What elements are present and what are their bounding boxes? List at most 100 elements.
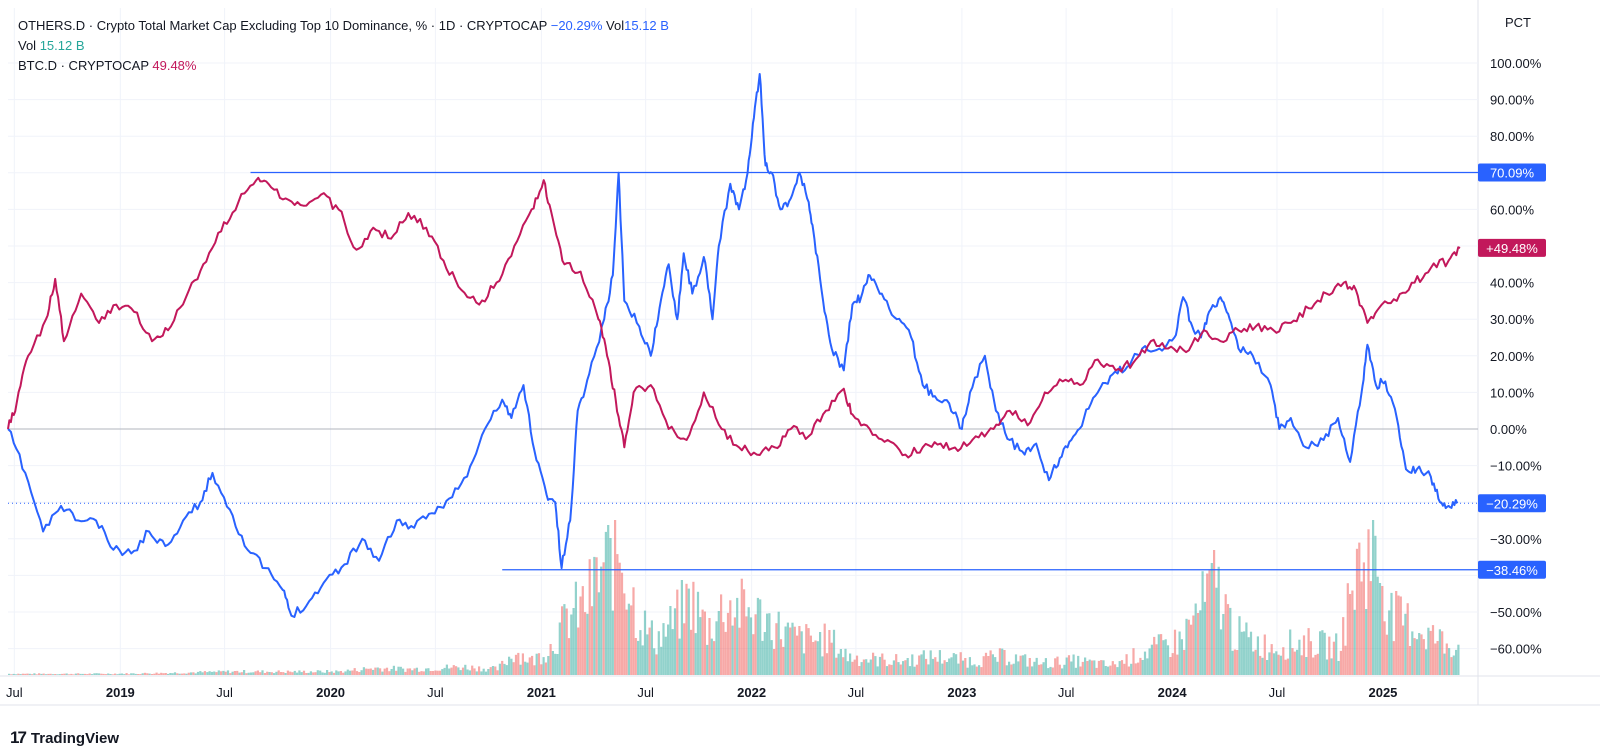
volume-bar	[35, 674, 38, 675]
volume-bar	[208, 671, 211, 675]
volume-bar	[1436, 641, 1439, 675]
volume-bar	[397, 666, 400, 675]
legend-row-volume[interactable]: Vol 15.12 B	[18, 36, 669, 56]
volume-bar	[289, 671, 292, 675]
volume-bar	[353, 668, 356, 675]
volume-bar	[650, 620, 653, 675]
volume-bar	[731, 625, 734, 675]
volume-bar	[1162, 640, 1165, 675]
volume-bar	[549, 644, 552, 675]
volume-bar	[180, 673, 183, 675]
y-tick-label: 30.00%	[1490, 312, 1535, 327]
volume-bar	[190, 672, 193, 675]
volume-bar	[777, 611, 780, 675]
volume-bar	[745, 616, 748, 675]
volume-bar	[1063, 664, 1066, 675]
volume-bar	[902, 661, 905, 675]
volume-bar	[17, 673, 20, 675]
volume-bar	[664, 636, 667, 675]
volume-bar	[210, 671, 213, 675]
volume-bar	[694, 633, 697, 675]
volume-bar	[349, 670, 352, 675]
volume-bar	[14, 674, 18, 675]
volume-bar	[1378, 583, 1382, 675]
volume-bar	[33, 673, 36, 675]
volume-bar	[685, 583, 688, 675]
volume-bar	[1346, 583, 1349, 675]
volume-bar	[911, 654, 914, 675]
volume-bar	[1298, 639, 1301, 675]
volume-bar	[1404, 613, 1407, 675]
volume-bar	[114, 673, 117, 675]
volume-bar	[464, 664, 467, 675]
volume-bar	[1418, 633, 1421, 675]
volume-bar	[775, 623, 778, 675]
volume-bar	[56, 674, 59, 675]
volume-bar	[708, 618, 711, 675]
volume-bar	[558, 622, 561, 675]
series-line-others-d[interactable]	[7, 73, 1459, 618]
y-tick-label: −50.00%	[1490, 605, 1542, 620]
volume-bar	[1150, 644, 1153, 675]
volume-bar	[726, 612, 730, 675]
volume-bar	[153, 673, 156, 675]
volume-bar	[1208, 570, 1211, 675]
volume-bar	[692, 581, 695, 675]
volume-bar	[802, 653, 806, 675]
volume-bar	[584, 612, 587, 675]
volume-bar	[888, 664, 891, 675]
volume-bar	[1194, 603, 1197, 675]
volume-bar	[38, 673, 41, 675]
volume-bar	[102, 673, 105, 675]
series-line-btc-d[interactable]	[7, 176, 1461, 459]
volume-bar	[1051, 667, 1054, 675]
volume-bar	[61, 673, 64, 675]
volume-bar	[609, 538, 612, 675]
tradingview-branding[interactable]: 17 TradingView	[10, 728, 119, 748]
volume-bar	[1275, 651, 1278, 675]
volume-bar	[1148, 648, 1151, 675]
volume-bar	[738, 627, 741, 675]
legend-row-main[interactable]: OTHERS.D · Crypto Total Market Cap Exclu…	[18, 16, 669, 36]
volume-bar	[899, 664, 902, 675]
volume-bar	[448, 668, 451, 675]
volume-bar	[851, 661, 854, 675]
volume-bar	[1171, 653, 1174, 675]
volume-bar	[867, 662, 870, 675]
volume-bar	[402, 668, 405, 675]
volume-bar	[752, 634, 755, 675]
volume-bar	[1408, 646, 1412, 675]
volume-bar	[984, 652, 988, 675]
legend-row-btc[interactable]: BTC.D · CRYPTOCAP 49.48%	[18, 56, 669, 76]
volume-bar	[1137, 662, 1140, 675]
volume-bar	[473, 668, 476, 675]
volume-bar	[1256, 636, 1259, 675]
volume-bar	[1166, 645, 1170, 675]
volume-bar	[67, 674, 71, 675]
volume-bar	[671, 629, 674, 675]
volume-bar	[351, 670, 354, 675]
scale-mode-pct[interactable]: PCT	[1505, 15, 1531, 30]
volume-bar	[839, 649, 842, 675]
volume-bar	[125, 673, 128, 675]
volume-bar	[309, 671, 312, 675]
volume-bar	[1427, 627, 1430, 675]
volume-bar	[1008, 661, 1011, 675]
volume-bar	[1160, 634, 1163, 675]
tradingview-name: TradingView	[30, 729, 120, 747]
volume-bar	[457, 667, 460, 675]
volume-bar	[1289, 629, 1292, 675]
volume-bar	[602, 562, 605, 675]
volume-bar	[1448, 648, 1451, 675]
volume-bar	[268, 672, 271, 675]
volume-bar	[595, 557, 598, 675]
volume-bar	[12, 673, 15, 675]
volume-bar	[768, 613, 771, 675]
volume-bar	[1180, 639, 1183, 675]
volume-bar	[355, 671, 359, 675]
volume-bar	[1104, 666, 1107, 675]
volume-bar	[455, 666, 458, 675]
volume-bar	[365, 668, 368, 675]
volume-bar	[1266, 660, 1269, 675]
